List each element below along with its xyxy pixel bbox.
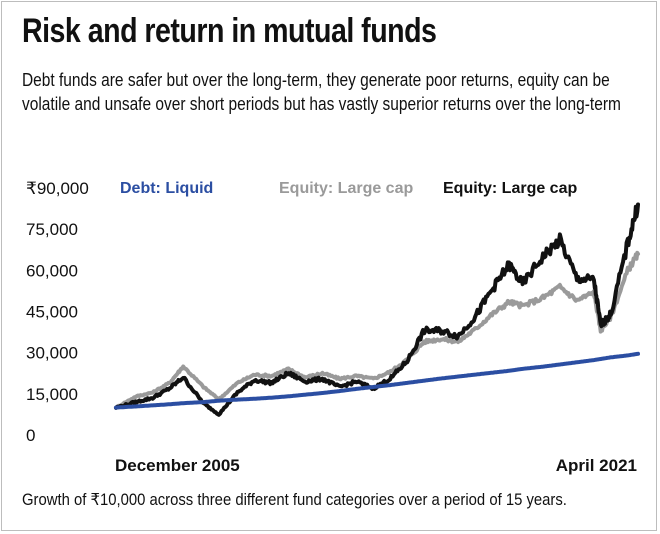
chart-caption: Growth of ₹10,000 across three different… — [22, 491, 567, 509]
legend: Debt: Liquid Equity: Large cap Equity: Lar… — [120, 180, 577, 197]
series-line — [114, 351, 640, 410]
x-axis: December 2005 April 2021 — [115, 456, 637, 475]
x-tick-label-end: April 2021 — [556, 456, 637, 475]
legend-entry: Equity: Large cap — [279, 180, 413, 197]
y-tick-label: 60,000 — [26, 261, 78, 280]
x-tick-label-start: December 2005 — [115, 456, 240, 475]
y-axis: 0 15,000 30,000 45,000 60,000 75,000 ₹90,000 — [26, 179, 89, 445]
y-tick-label: 75,000 — [26, 220, 78, 239]
y-tick-label: ₹90,000 — [26, 179, 89, 198]
y-tick-label: 45,000 — [26, 303, 78, 322]
y-tick-label: 15,000 — [26, 385, 78, 404]
legend-entry: Equity: Large cap — [443, 180, 577, 197]
chart-subtitle: Debt funds are safer but over the long-t… — [22, 70, 621, 114]
series-line — [114, 202, 640, 417]
y-tick-label: 0 — [26, 426, 35, 445]
legend-entry: Debt: Liquid — [120, 180, 213, 197]
page-title: Risk and return in mutual funds — [22, 12, 437, 50]
series-lines — [114, 202, 640, 417]
series-line — [114, 250, 640, 410]
y-tick-label: 30,000 — [26, 344, 78, 363]
